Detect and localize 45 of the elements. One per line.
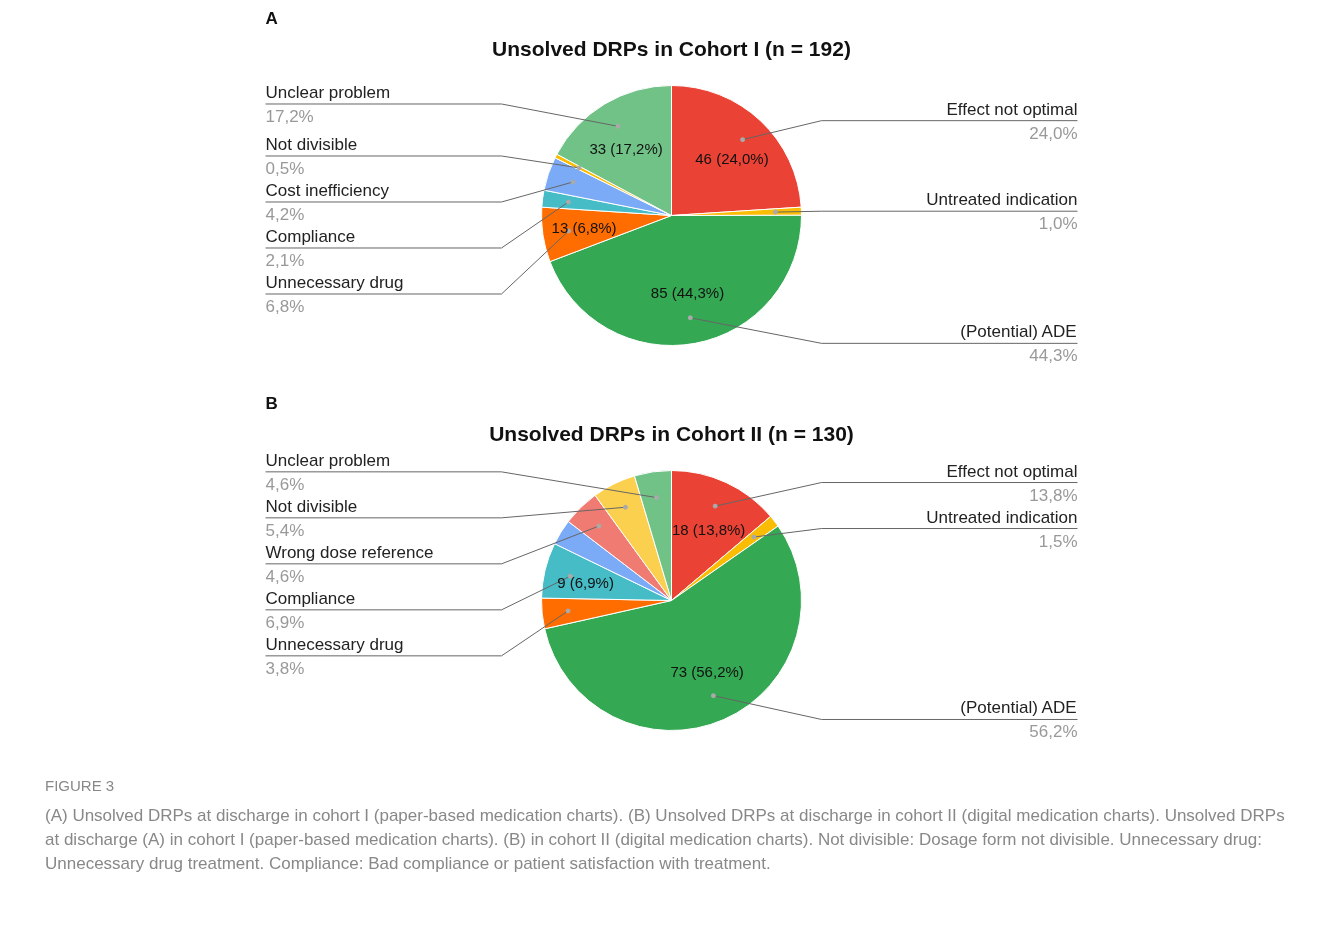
text: 85 (44,3%) <box>650 283 725 301</box>
data-label: 4,6% <box>265 566 305 586</box>
slice-label: Compliance <box>265 588 356 608</box>
data-label: 1,0% <box>1038 214 1078 234</box>
slice-label: Not divisible <box>265 134 358 154</box>
slice-label: Wrong dose reference <box>265 542 434 562</box>
text: 13 (6,8%) <box>551 218 617 236</box>
data-label: 6,9% <box>265 612 305 632</box>
text: 73 (56,2%) <box>670 663 744 681</box>
slice-label: (Potential) ADE <box>960 322 1077 342</box>
slice-label: Unnecessary drug <box>265 272 404 292</box>
slice-label: Effect not optimal <box>946 461 1078 481</box>
data-label: 44,3% <box>1029 346 1078 366</box>
text: 9 (6,9%) <box>557 573 614 591</box>
data-label: 13,8% <box>1029 485 1078 505</box>
slice-label: Unclear problem <box>265 450 391 470</box>
data-label: 24,0% <box>1029 123 1078 143</box>
data-label: 17,2% <box>265 106 314 126</box>
slice-label: Not divisible <box>265 496 358 516</box>
text: B <box>265 394 278 413</box>
data-label: 56,2% <box>1029 722 1078 742</box>
text: (A) Unsolved DRPs at discharge in cohort I (paper-based medication charts). (B) Unsolved DRPs at discharge in cohort II (digital medication charts). Unsolved DRPs at discharge (A) in cohort I (paper-based medication charts). (B) in cohort II (digital medication charts). Not divisible: Dosage form not divisible. Unnecessary drug: Unnecessary drug treatment. Compliance: Bad compliance or patient satisfaction with treatment. <box>45 805 1285 876</box>
slice-label: Unnecessary drug <box>265 634 404 654</box>
text: 18 (13,8%) <box>671 521 746 539</box>
data-label: 5,4% <box>265 520 305 540</box>
text: 33 (17,2%) <box>589 140 663 158</box>
data-label: 1,5% <box>1038 531 1078 551</box>
data-label: 2,1% <box>265 250 305 270</box>
text: 46 (24,0%) <box>695 150 769 168</box>
data-label: 4,6% <box>265 474 305 494</box>
caption: FIGURE 3 <box>45 776 116 796</box>
data-label: 6,8% <box>265 296 305 316</box>
slice-label: Untreated indication <box>926 507 1078 527</box>
data-label: 0,5% <box>265 158 305 178</box>
slice-label: Untreated indication <box>926 190 1078 210</box>
slice-label: Cost inefficiency <box>265 180 390 200</box>
data-label: 4,2% <box>265 204 305 224</box>
chart-title: Unsolved DRPs in Cohort II (n = 130) <box>489 422 854 445</box>
slice-label: Effect not optimal <box>946 99 1078 119</box>
slice-label: Compliance <box>265 226 356 246</box>
slice-label: Unclear problem <box>265 82 391 102</box>
text: A <box>265 9 278 28</box>
slice-label: (Potential) ADE <box>960 698 1077 718</box>
data-label: 3,8% <box>265 658 305 678</box>
chart-title: Unsolved DRPs in Cohort I (n = 192) <box>492 37 851 60</box>
